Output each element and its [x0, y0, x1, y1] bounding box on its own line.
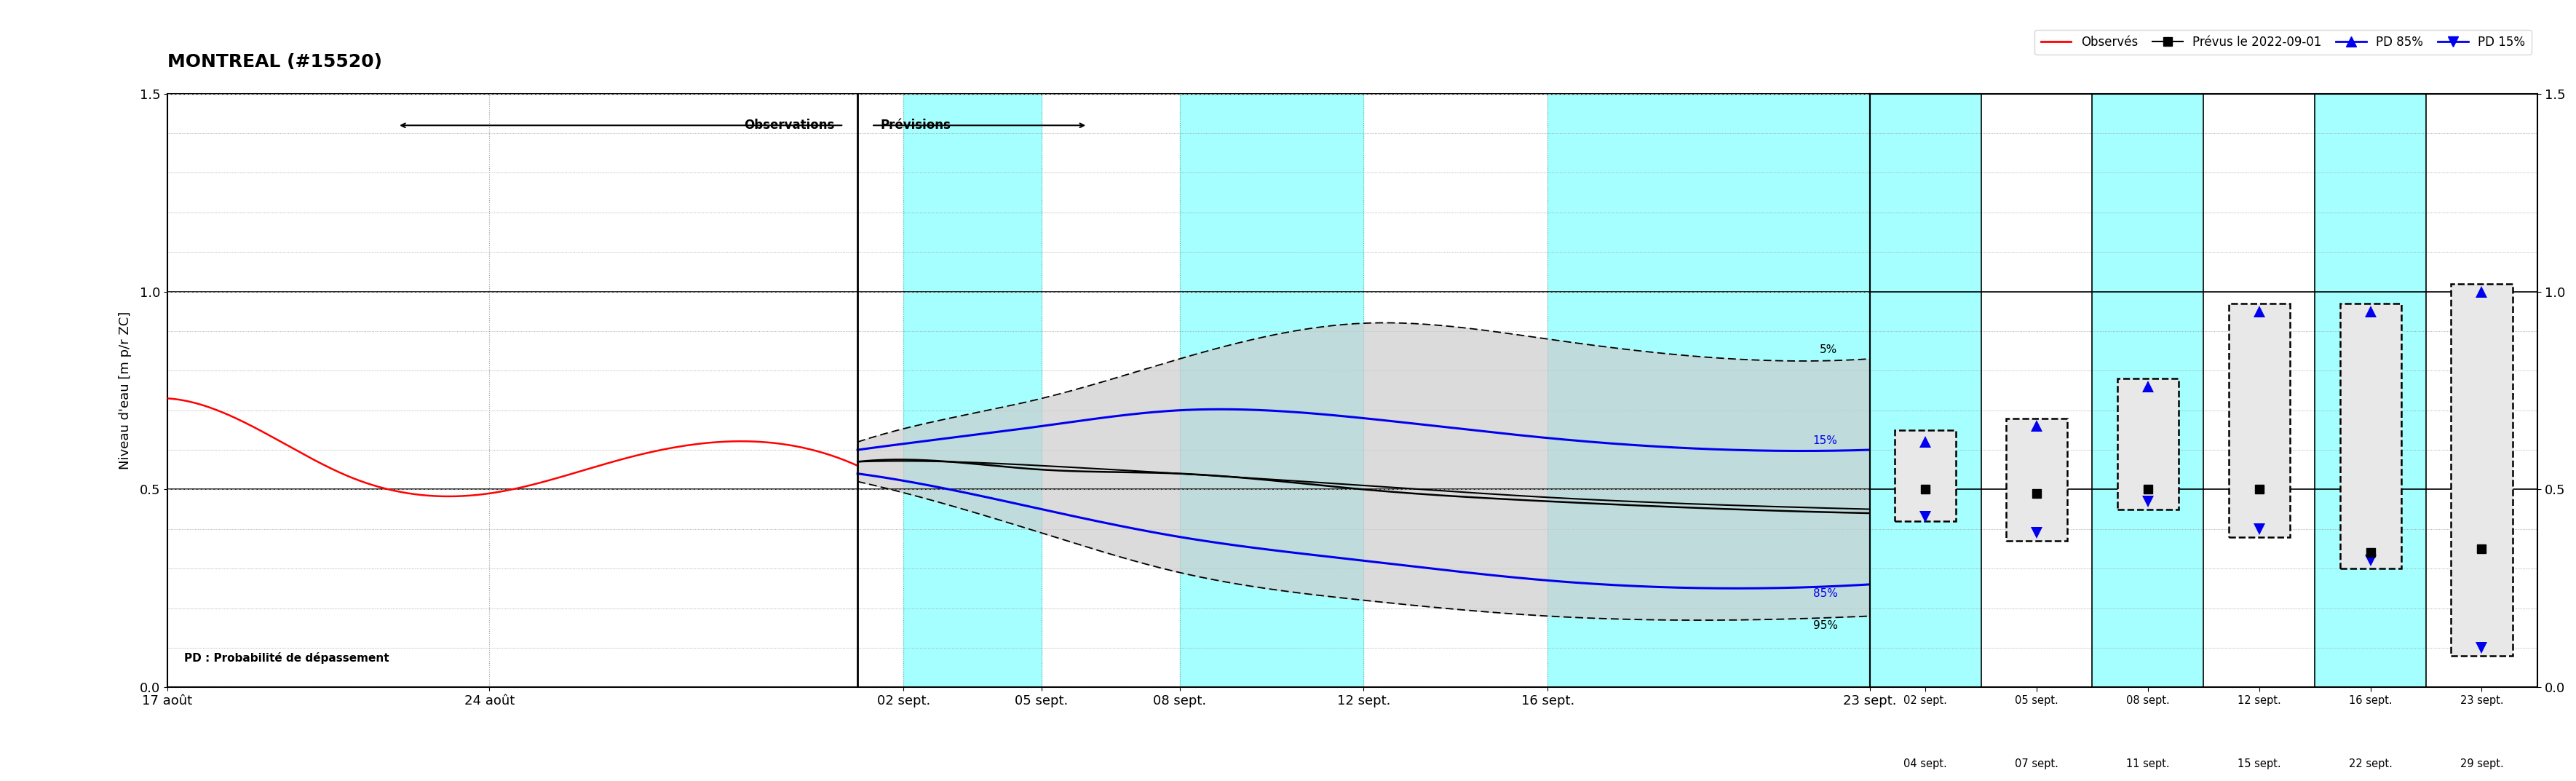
- Text: 22 sept.: 22 sept.: [2349, 758, 2393, 769]
- FancyBboxPatch shape: [2452, 284, 2512, 655]
- Text: 04 sept.: 04 sept.: [1904, 758, 1947, 769]
- Bar: [2202, 94, 2316, 687]
- Bar: [2316, 94, 2427, 687]
- Text: 07 sept.: 07 sept.: [2014, 758, 2058, 769]
- Bar: [2092, 94, 2202, 687]
- Text: 11 sept.: 11 sept.: [2125, 758, 2169, 769]
- Legend: Observés, Prévus le 2022-09-01, PD 85%, PD 15%: Observés, Prévus le 2022-09-01, PD 85%, …: [2035, 30, 2532, 55]
- Bar: [1180, 94, 1363, 687]
- Bar: [1870, 94, 1981, 687]
- Y-axis label: Niveau d'eau [m p/r ZC]: Niveau d'eau [m p/r ZC]: [118, 312, 131, 469]
- FancyBboxPatch shape: [2339, 304, 2401, 569]
- Bar: [904, 94, 1041, 687]
- Bar: [2427, 94, 2537, 687]
- Bar: [1548, 94, 1870, 687]
- Text: 15%: 15%: [1814, 435, 1837, 446]
- FancyBboxPatch shape: [1896, 430, 1955, 521]
- Text: 29 sept.: 29 sept.: [2460, 758, 2504, 769]
- FancyBboxPatch shape: [2117, 379, 2179, 509]
- FancyBboxPatch shape: [2228, 304, 2290, 537]
- Text: MONTREAL (#15520): MONTREAL (#15520): [167, 53, 381, 70]
- Bar: [1981, 94, 2092, 687]
- Text: 15 sept.: 15 sept.: [2239, 758, 2280, 769]
- Text: Prévisions: Prévisions: [881, 119, 951, 132]
- Text: 85%: 85%: [1814, 588, 1837, 599]
- FancyBboxPatch shape: [2007, 418, 2069, 541]
- Text: 95%: 95%: [1814, 620, 1837, 631]
- Text: Observations: Observations: [744, 119, 835, 132]
- Text: 5%: 5%: [1819, 344, 1837, 355]
- Text: PD : Probabilité de dépassement: PD : Probabilité de dépassement: [185, 652, 389, 664]
